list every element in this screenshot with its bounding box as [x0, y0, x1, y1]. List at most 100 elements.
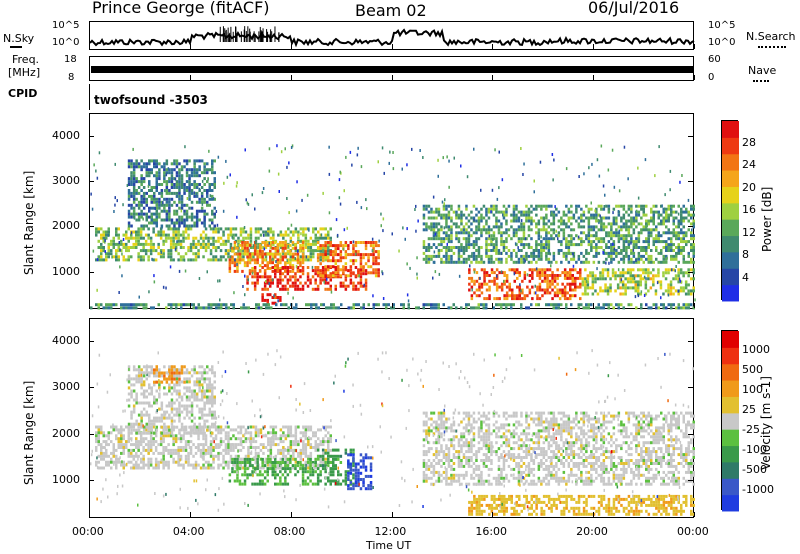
heatmap-cell: [473, 279, 476, 283]
heatmap-cell: [132, 398, 136, 402]
heatmap-cell: [137, 463, 140, 467]
heatmap-cell: [172, 239, 175, 243]
heatmap-cell: [596, 292, 600, 296]
heatmap-cell: [495, 282, 499, 286]
heatmap-cell: [521, 288, 524, 292]
heatmap-cell: [677, 212, 680, 216]
heatmap-cell: [212, 425, 215, 429]
heatmap-cell: [522, 234, 526, 238]
heatmap-cell: [566, 297, 569, 301]
heatmap-cell: [500, 222, 503, 226]
heatmap-cell: [595, 216, 598, 220]
heatmap-cell: [485, 282, 489, 286]
heatmap-cell: [100, 236, 103, 240]
heatmap-cell: [601, 271, 605, 275]
heatmap-cell: [492, 243, 496, 247]
heatmap-cell: [217, 155, 220, 159]
heatmap-cell: [195, 215, 199, 219]
heatmap-cell: [500, 240, 503, 244]
heatmap-cell: [495, 240, 498, 244]
heatmap-cell: [569, 285, 572, 289]
heatmap-cell: [309, 446, 313, 449]
heatmap-cell: [444, 198, 446, 202]
heatmap-cell: [674, 277, 678, 281]
heatmap-cell: [349, 268, 353, 272]
heatmap-cell: [192, 463, 195, 467]
heatmap-cell: [295, 265, 298, 268]
heatmap-cell: [495, 237, 498, 241]
heatmap-cell: [305, 303, 308, 307]
heatmap-cell: [127, 386, 131, 390]
heatmap-cell: [616, 274, 620, 278]
heatmap-cell: [115, 434, 118, 438]
heatmap-cell: [324, 278, 327, 282]
heatmap-cell: [289, 443, 293, 447]
heatmap-cell: [477, 210, 481, 214]
heatmap-cell: [153, 200, 156, 204]
heatmap-cell: [232, 434, 235, 438]
heatmap-cell: [477, 219, 481, 223]
heatmap-cell: [178, 186, 181, 189]
heatmap-cell: [557, 306, 560, 310]
heatmap-cell: [324, 274, 327, 278]
heatmap-cell: [512, 303, 515, 307]
heatmap-cell: [605, 246, 608, 249]
heatmap-cell: [551, 276, 554, 280]
heatmap-cell: [158, 174, 161, 178]
heatmap-cell: [598, 221, 600, 225]
heatmap-cell: [301, 269, 305, 273]
heatmap-cell: [627, 225, 631, 229]
heatmap-cell: [259, 233, 263, 237]
heatmap-cell: [362, 265, 365, 269]
heatmap-cell: [437, 243, 441, 247]
heatmap-cell: [468, 276, 471, 280]
heatmap-cell: [276, 261, 279, 265]
heatmap-cell: [629, 271, 632, 275]
heatmap-cell: [637, 210, 641, 214]
heatmap-cell: [622, 243, 626, 247]
heatmap-cell: [675, 306, 678, 310]
heatmap-cell: [640, 204, 643, 208]
heatmap-cell: [173, 212, 176, 216]
heatmap-cell: [137, 466, 140, 470]
heatmap-cell: [344, 266, 348, 269]
heatmap-cell: [538, 274, 542, 277]
heatmap-cell: [441, 200, 444, 204]
heatmap-cell: [202, 242, 205, 246]
heatmap-cell: [152, 440, 155, 444]
heatmap-cell: [472, 243, 476, 247]
heatmap-cell: [537, 219, 541, 223]
heatmap-cell: [179, 428, 183, 432]
heatmap-cell: [685, 207, 688, 211]
heatmap-cell: [145, 422, 148, 426]
heatmap-cell: [570, 237, 573, 241]
heatmap-cell: [256, 278, 259, 282]
heatmap-cell: [239, 428, 243, 432]
heatmap-cell: [145, 224, 148, 228]
heatmap-cell: [561, 288, 564, 292]
heatmap-cell: [289, 243, 292, 247]
heatmap-cell: [437, 306, 440, 310]
heatmap-cell: [272, 431, 275, 435]
heatmap-cell: [178, 177, 181, 181]
heatmap-cell: [132, 236, 135, 240]
heatmap-cell: [246, 249, 249, 253]
heatmap-cell: [512, 219, 516, 223]
heatmap-cell: [478, 282, 481, 286]
heatmap-cell: [140, 183, 143, 186]
heatmap-cell: [296, 241, 300, 244]
heatmap-cell: [652, 260, 655, 264]
heatmap-cell: [612, 240, 616, 244]
heatmap-cell: [327, 265, 330, 269]
heatmap-cell: [630, 237, 633, 241]
heatmap-cell: [467, 231, 471, 235]
heatmap-cell: [269, 258, 272, 262]
heatmap-cell: [236, 215, 238, 219]
heatmap-cell: [637, 286, 640, 290]
heatmap-cell: [145, 413, 148, 417]
heatmap-cell: [541, 271, 544, 275]
heatmap-cell: [329, 434, 332, 438]
heatmap-cell: [172, 434, 175, 438]
heatmap-cell: [294, 431, 298, 435]
heatmap-cell: [664, 277, 668, 281]
